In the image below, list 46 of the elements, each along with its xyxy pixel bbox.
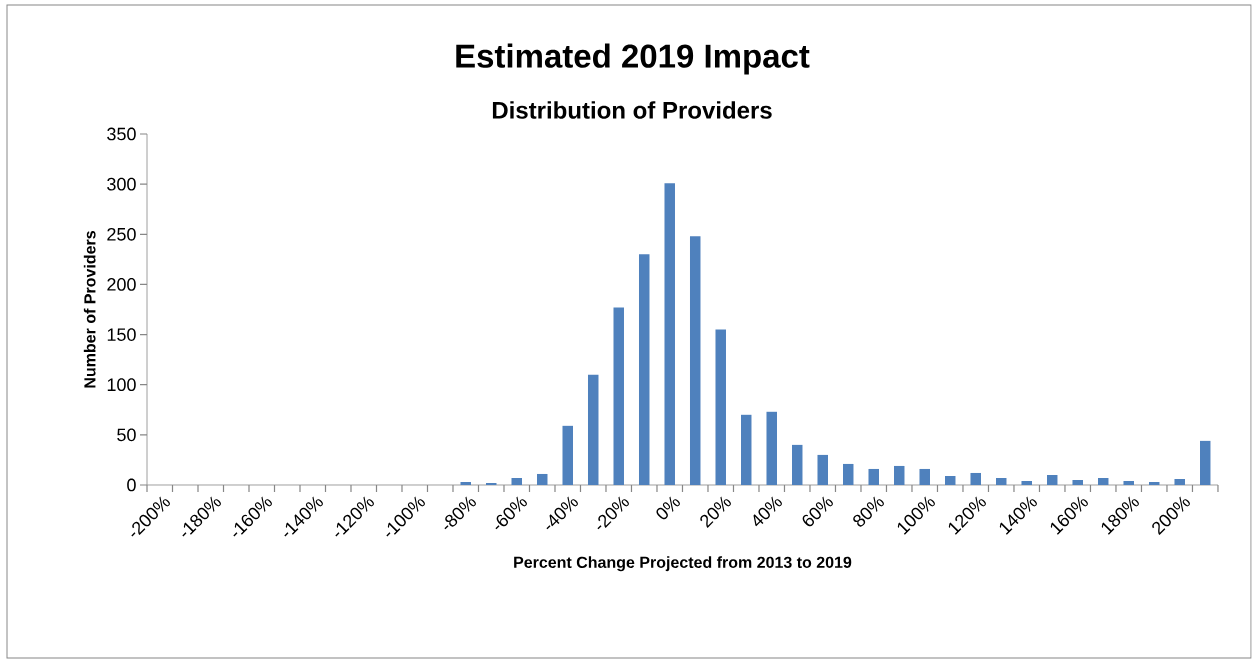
y-tick-label: 200 [107,278,136,291]
bar [893,465,905,485]
bar [995,477,1007,485]
bar [817,454,828,485]
bar [715,329,726,485]
bar [460,481,471,485]
bar [1123,480,1134,485]
bar [1021,480,1032,485]
bar [689,236,701,485]
bar [485,482,497,485]
bar [536,473,548,485]
bar [868,468,879,485]
bar [1174,478,1185,485]
bar [562,425,573,485]
bar [1072,479,1083,485]
x-tick-label: 80% [853,496,884,527]
bar [791,444,803,485]
bar [842,463,854,485]
bar [613,307,624,485]
bar [766,411,777,485]
y-tick-label: 100 [107,378,136,392]
bar [1148,481,1160,485]
x-tick-label: 60% [802,496,833,527]
x-tick-label: 40% [753,496,782,527]
y-axis-title: Number of Providers [83,231,96,388]
y-tick-label: 150 [107,328,136,341]
chart-title: Estimated 2019 Impact [456,43,810,75]
bar [1097,477,1109,485]
bar [970,472,981,485]
bar [587,374,599,485]
y-tick-label: 0 [127,478,136,492]
bar [740,414,752,485]
bar [944,475,956,485]
bar [638,254,650,485]
bar [664,183,675,485]
bar [1199,440,1211,485]
x-tick-label: 0% [656,496,680,520]
y-tick-label: 350 [107,127,136,141]
y-tick-label: 250 [107,227,136,241]
bar [919,468,930,485]
bar [1046,474,1058,485]
bar [511,477,522,485]
x-axis-title: Percent Change Projected from 2013 to 2019 [514,556,852,572]
chart-subtitle: Distribution of Providers [492,101,772,119]
y-tick-label: 300 [107,177,136,191]
y-tick-label: 50 [117,428,136,442]
